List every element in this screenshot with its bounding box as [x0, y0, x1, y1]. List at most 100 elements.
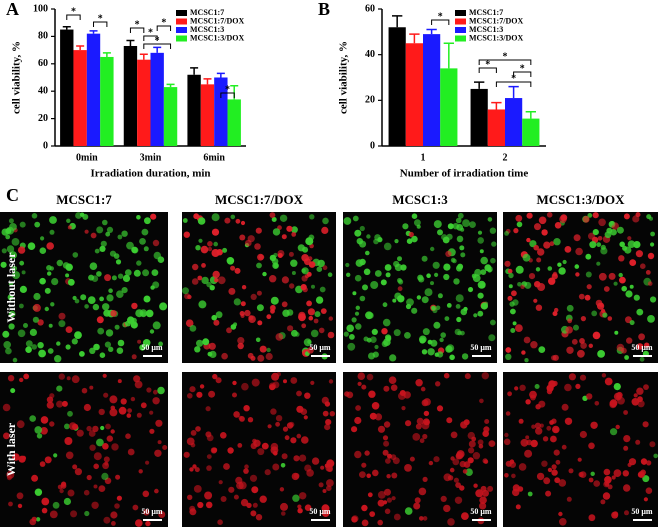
cell — [538, 400, 546, 408]
cell — [435, 305, 441, 311]
cell — [421, 255, 428, 262]
cell — [301, 436, 309, 444]
cell — [383, 440, 390, 447]
cell — [505, 460, 512, 467]
cell — [436, 351, 444, 358]
cell — [283, 379, 287, 384]
cell — [2, 330, 10, 338]
cell — [437, 229, 443, 236]
significance-bracket — [66, 14, 81, 20]
cell — [534, 422, 542, 429]
cell — [99, 245, 106, 252]
cell — [130, 321, 138, 329]
significance-mark: * — [148, 27, 153, 38]
cell — [211, 314, 217, 321]
cell — [487, 217, 493, 222]
cell — [310, 329, 319, 338]
cell — [252, 438, 257, 444]
cell — [642, 421, 649, 428]
cell — [582, 215, 590, 223]
cell — [393, 513, 401, 521]
cell — [25, 346, 32, 354]
cell — [369, 511, 376, 517]
cell — [155, 419, 163, 427]
cell — [558, 267, 566, 275]
cell — [629, 284, 634, 289]
cell — [290, 377, 298, 384]
cell — [89, 444, 96, 451]
cell — [272, 228, 281, 236]
cell — [86, 425, 92, 432]
cell — [247, 417, 254, 423]
cell — [145, 520, 151, 527]
cell — [362, 284, 368, 291]
error-bar — [126, 39, 135, 46]
cell — [600, 247, 608, 255]
significance-bracket — [93, 21, 108, 27]
cell — [111, 521, 116, 526]
cell — [189, 325, 197, 332]
cell — [67, 225, 72, 230]
cell — [535, 427, 543, 435]
cell — [280, 502, 288, 511]
cell — [287, 325, 294, 332]
cell — [139, 344, 146, 351]
y-axis-title: cell viability, % — [11, 41, 23, 114]
cell — [31, 474, 39, 482]
cell — [222, 247, 228, 253]
cell — [370, 336, 377, 344]
cell — [525, 435, 530, 440]
error-bar — [525, 111, 536, 119]
cell — [39, 247, 47, 254]
cell — [8, 218, 14, 224]
cell — [523, 336, 531, 344]
cell — [397, 278, 402, 283]
scale-bar-label: 50 μm — [141, 343, 163, 352]
cell — [9, 251, 17, 259]
cell — [455, 294, 464, 303]
error-bar — [216, 72, 225, 78]
cell — [83, 489, 90, 496]
cell — [327, 272, 333, 278]
cell — [473, 483, 478, 488]
cell — [238, 415, 243, 420]
cell — [105, 423, 111, 430]
cell — [321, 396, 329, 404]
cell — [114, 324, 120, 330]
cell — [430, 246, 435, 252]
cell — [93, 343, 100, 351]
cell — [377, 519, 384, 526]
cell — [321, 509, 330, 517]
cell — [151, 269, 159, 276]
cell — [622, 245, 628, 251]
cell — [602, 312, 608, 318]
significance-bracket — [156, 25, 172, 31]
significance-mark: * — [98, 13, 103, 24]
significance-mark: * — [161, 17, 166, 28]
cell — [533, 244, 539, 251]
cell — [613, 392, 622, 401]
cell — [256, 290, 262, 296]
cell — [308, 261, 316, 268]
cell — [115, 474, 121, 480]
cell — [434, 272, 439, 277]
cell — [561, 403, 569, 411]
cell — [653, 453, 658, 459]
cell — [647, 252, 655, 260]
cell — [131, 302, 138, 310]
cell — [515, 265, 524, 274]
cell — [510, 328, 516, 333]
cell — [220, 496, 227, 502]
cell — [421, 349, 428, 355]
cell — [135, 519, 143, 527]
cell — [461, 512, 469, 520]
cell — [608, 272, 616, 280]
cell — [100, 240, 107, 247]
cell — [488, 440, 496, 447]
cell — [346, 272, 351, 277]
cell — [106, 226, 114, 233]
cell — [234, 267, 241, 274]
cell — [627, 240, 636, 248]
cell — [303, 338, 312, 347]
cell — [377, 425, 386, 433]
